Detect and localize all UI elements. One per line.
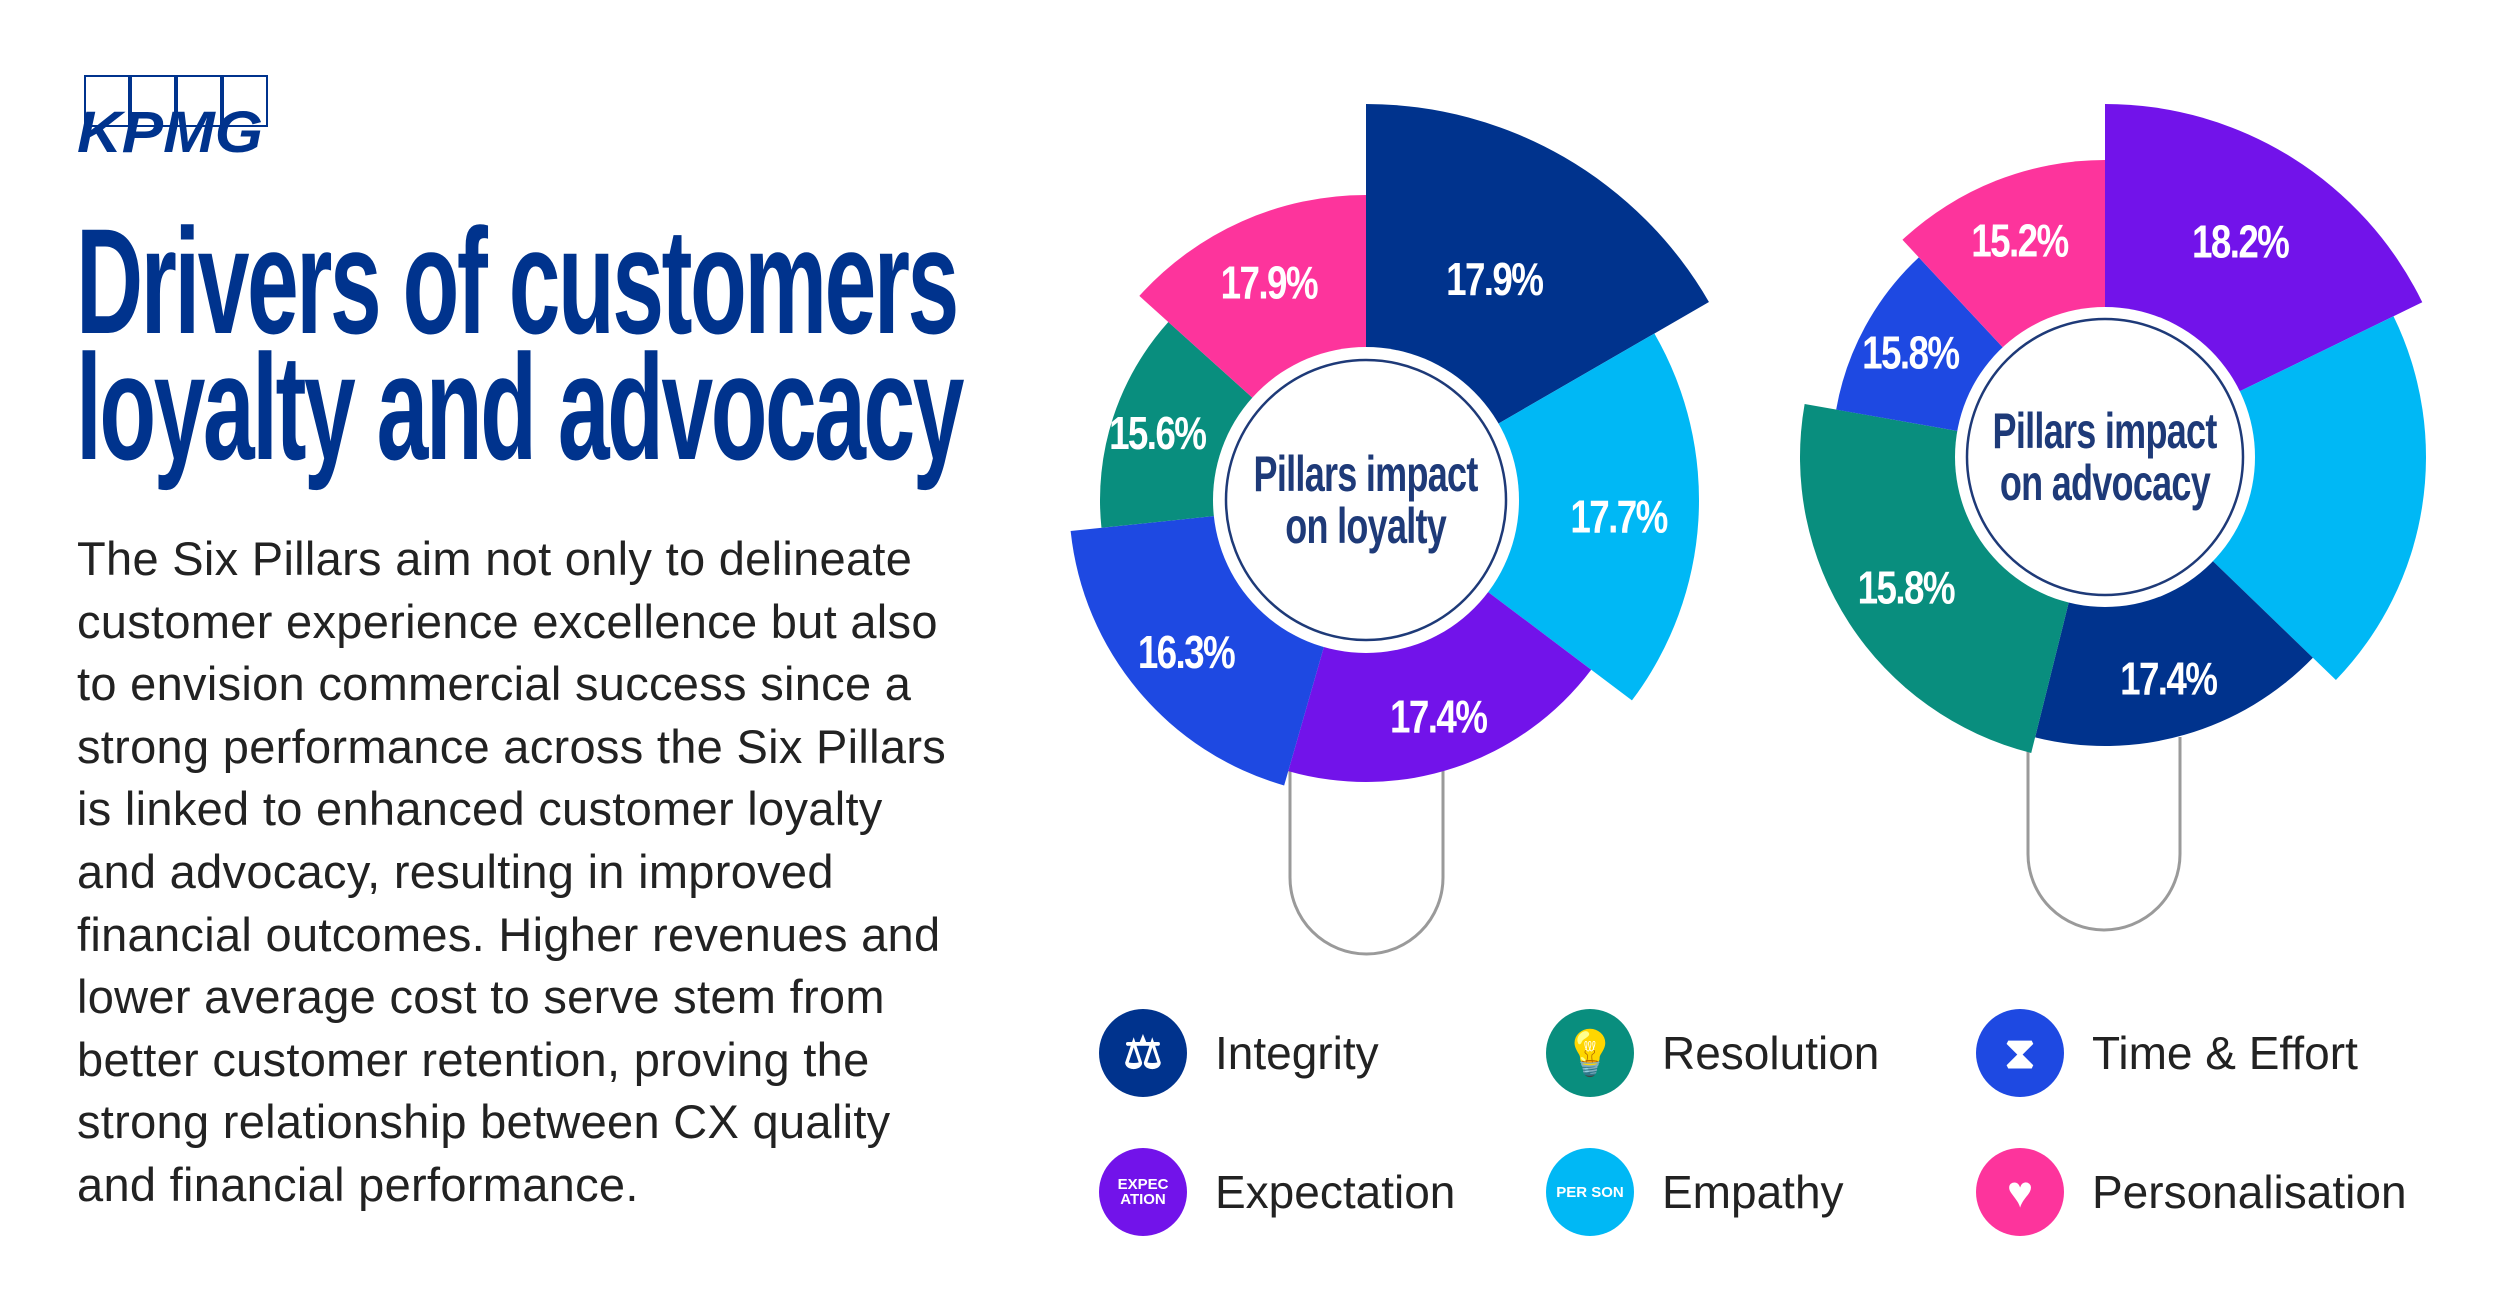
slice-empathy xyxy=(1366,333,1700,701)
svg-text:KPMG: KPMG xyxy=(77,100,263,160)
center-circle xyxy=(1213,347,1519,653)
page-title: Drivers of customers loyalty and advocac… xyxy=(76,197,964,491)
body-line: financial outcomes. Higher revenues and xyxy=(77,907,941,961)
loyalty-chart-title: Pillars impact on loyalty xyxy=(1206,448,1526,552)
slice-value-label: 16.3% xyxy=(1138,626,1235,678)
legend-label: Expectation xyxy=(1215,1166,1456,1218)
body-line: strong performance across the Six Pillar… xyxy=(77,719,947,773)
slice-value-label: 17.4% xyxy=(1390,691,1487,743)
slice-value-label: 18.2% xyxy=(2192,216,2289,268)
title-line: Drivers of customers xyxy=(76,197,959,365)
body-line: to envision commercial success since a xyxy=(77,657,912,711)
legend-label: Resolution xyxy=(1662,1027,1880,1079)
center-ring xyxy=(1224,358,1508,642)
slice-value-label: 15.6% xyxy=(1109,407,1206,459)
slice-value-label: 17.7% xyxy=(1570,490,1667,542)
center-title-line: Pillars impact xyxy=(1253,446,1479,502)
slice-value-label: 15.2% xyxy=(1971,215,2068,267)
legend-item-time-effort: ⧗ Time & Effort xyxy=(1976,1008,2358,1098)
signpost-icon: EXPEC ATION xyxy=(1099,1148,1187,1236)
legend-label: Empathy xyxy=(1662,1166,1844,1218)
chart-stem xyxy=(1288,770,1445,956)
title-line: loyalty and advocacy xyxy=(76,323,964,491)
body-line: The Six Pillars aim not only to delineat… xyxy=(77,532,913,585)
body-line: better customer retention, proving the xyxy=(77,1032,870,1086)
body-text: The Six Pillars aim not only to delineat… xyxy=(77,528,946,1217)
legend-item-integrity: ⚖ Integrity xyxy=(1099,1008,1379,1098)
body-line: lower average cost to serve stem from xyxy=(77,970,885,1024)
slice-value-label: 17.9% xyxy=(1446,253,1543,305)
hourglass-icon: ⧗ xyxy=(1976,1009,2064,1097)
legend-item-empathy: PER SON Empathy xyxy=(1546,1147,1844,1237)
legend-label: Integrity xyxy=(1215,1027,1379,1079)
slice-value-label: 15.8% xyxy=(1862,326,1959,378)
heart-icon: ♥ xyxy=(1976,1148,2064,1236)
slice-value-label: 17.4% xyxy=(2120,653,2217,705)
center-ring xyxy=(1965,317,2245,597)
legend-item-personalisation: ♥ Personalisation xyxy=(1976,1147,2407,1237)
advocacy-chart-title: Pillars impact on advocacy xyxy=(1945,405,2265,509)
body-line: strong relationship between CX quality xyxy=(77,1095,891,1149)
center-circle xyxy=(1955,307,2255,607)
center-title-line: on loyalty xyxy=(1285,498,1448,554)
center-title-line: on advocacy xyxy=(1999,455,2211,511)
slice-value-label: 17.9% xyxy=(1221,257,1318,309)
body-line: and financial performance. xyxy=(77,1157,639,1211)
legend-item-expectation: EXPEC ATION Expectation xyxy=(1099,1147,1455,1237)
legend-item-resolution: 💡 Resolution xyxy=(1546,1008,1879,1098)
center-title-line: Pillars impact xyxy=(1992,403,2218,459)
lightbulb-icon: 💡 xyxy=(1546,1009,1634,1097)
chart-stem xyxy=(2026,737,2182,932)
legend-label: Time & Effort xyxy=(2092,1027,2358,1079)
legend-label: Personalisation xyxy=(2092,1166,2407,1218)
body-line: is linked to enhanced customer loyalty xyxy=(77,782,883,836)
scales-icon: ⚖ xyxy=(1099,1009,1187,1097)
slice-empathy xyxy=(2105,316,2426,680)
slice-value-label: 15.8% xyxy=(1858,561,1955,613)
body-line: and advocacy, resulting in improved xyxy=(77,844,834,898)
body-line: customer experience excellence but also xyxy=(77,594,938,648)
person-icon: PER SON xyxy=(1546,1148,1634,1236)
kpmg-logo: KPMG xyxy=(77,75,268,160)
